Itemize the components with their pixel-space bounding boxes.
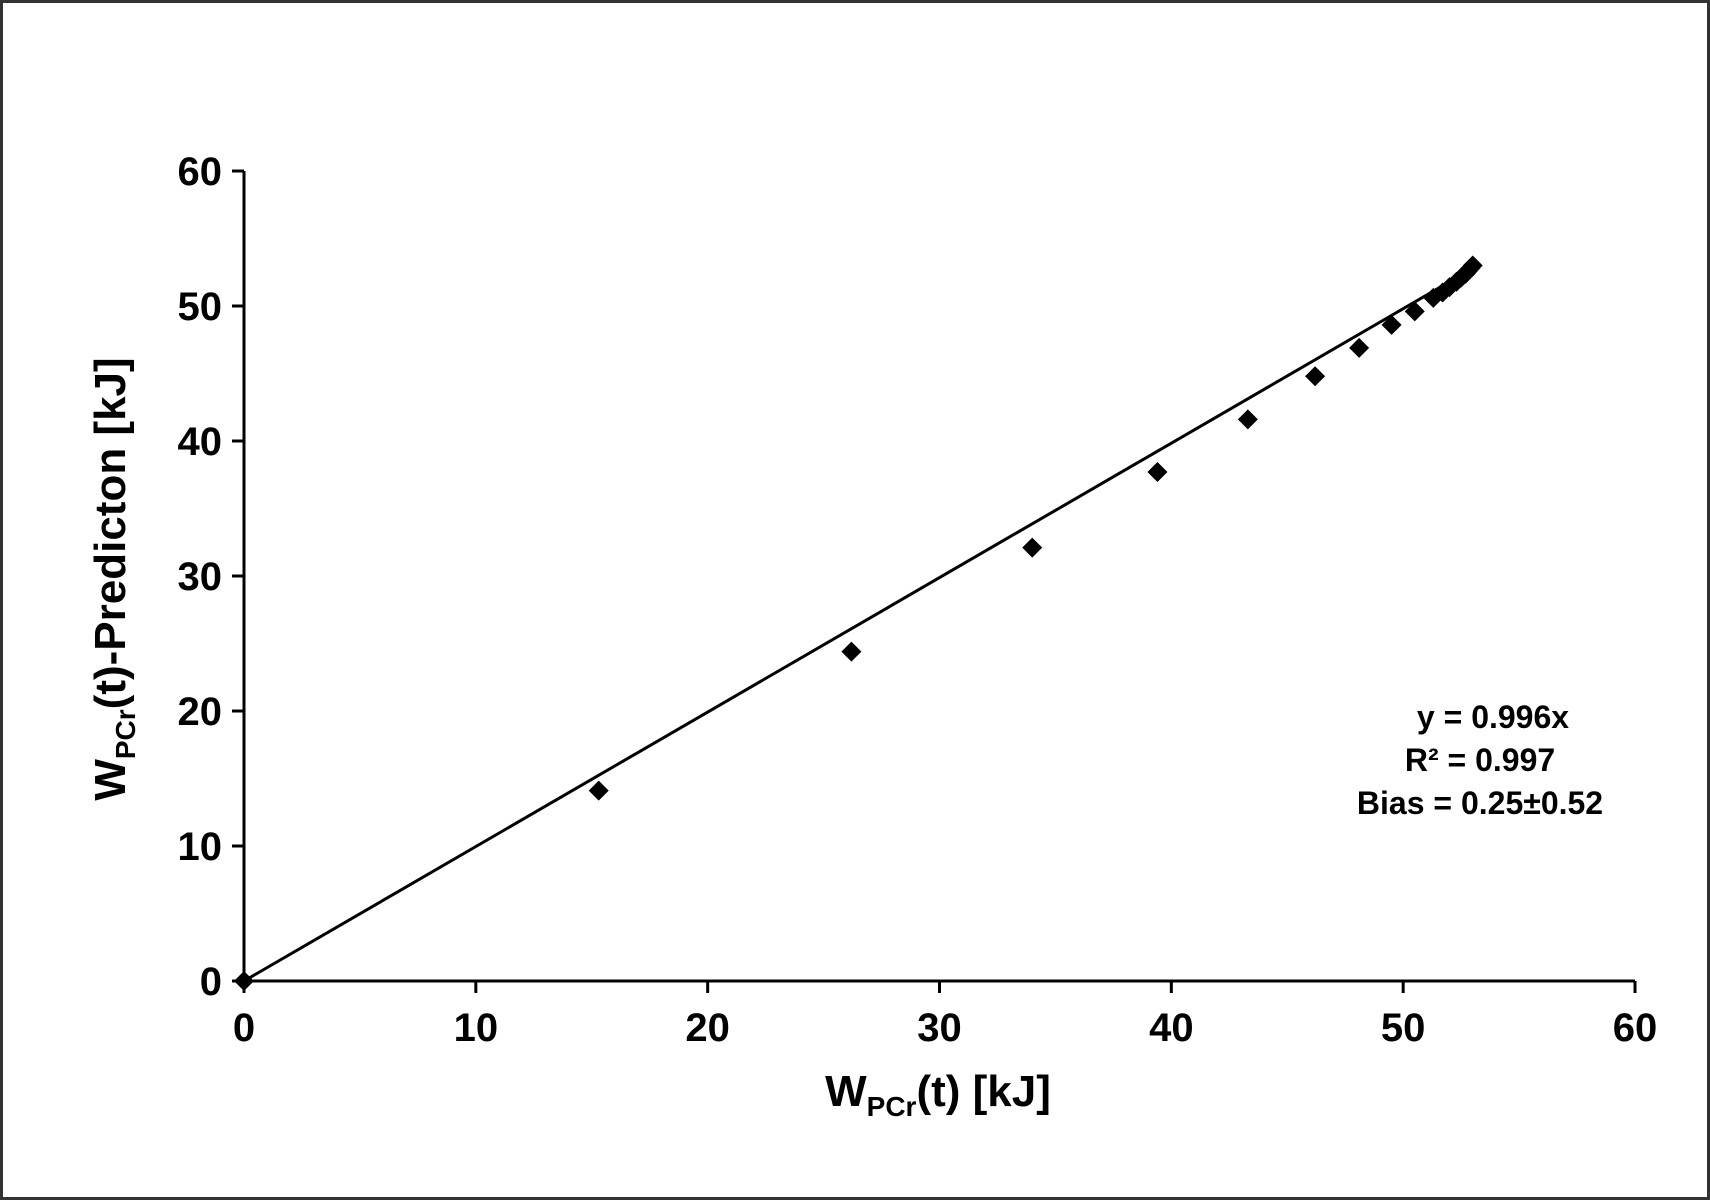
- trendline-layer: [243, 268, 1472, 983]
- y-axis-title-main: W: [86, 759, 135, 801]
- data-point: [1349, 337, 1370, 358]
- y-tick-label: 60: [178, 150, 223, 194]
- data-point: [841, 641, 862, 662]
- bias-label: Bias = 0.25±0.52: [1357, 785, 1603, 821]
- data-point: [1147, 462, 1168, 483]
- x-tick-label: 10: [454, 1006, 499, 1050]
- y-axis-title-rest: (t)-Predicton [kJ]: [86, 357, 135, 709]
- regression-annotation: y = 0.996x R² = 0.997 Bias = 0.25±0.52: [1357, 699, 1603, 821]
- tick-marks: [232, 169, 1637, 993]
- y-tick-label: 50: [178, 285, 223, 329]
- x-axis-title-subscript: PCr: [867, 1091, 917, 1122]
- y-axis-title: WPCr(t)-Predicton [kJ]: [86, 357, 141, 800]
- data-point: [234, 971, 254, 991]
- x-tick-label: 0: [233, 1006, 255, 1050]
- x-axis-title-rest: (t) [kJ]: [916, 1067, 1050, 1116]
- data-point: [1404, 301, 1425, 322]
- y-tick-label: 10: [178, 825, 223, 869]
- x-tick-label: 60: [1613, 1006, 1658, 1050]
- data-point: [1462, 255, 1483, 276]
- y-tick-label: 0: [200, 960, 222, 1004]
- data-point: [588, 780, 609, 801]
- x-axis-title: WPCr(t) [kJ]: [825, 1067, 1051, 1122]
- y-tick-label: 40: [178, 420, 223, 464]
- equation-label: y = 0.996x: [1417, 699, 1569, 735]
- x-tick-label: 30: [917, 1006, 962, 1050]
- r-squared-label: R² = 0.997: [1405, 742, 1555, 778]
- trendline: [243, 268, 1472, 983]
- tick-labels: 0 10 20 30 40 50 60 0 10 20 30 40 50 60: [178, 150, 1658, 1050]
- x-tick-label: 20: [685, 1006, 730, 1050]
- data-point: [1237, 409, 1258, 430]
- x-axis-title-main: W: [825, 1067, 867, 1116]
- y-tick-label: 30: [178, 555, 223, 599]
- data-point: [1305, 366, 1326, 387]
- x-tick-label: 40: [1149, 1006, 1194, 1050]
- x-tick-label: 50: [1381, 1006, 1426, 1050]
- y-axis-title-subscript: PCr: [110, 709, 141, 759]
- y-tick-label: 20: [178, 690, 223, 734]
- data-points: [234, 255, 1483, 991]
- data-point: [1381, 314, 1402, 335]
- data-point: [1022, 537, 1043, 558]
